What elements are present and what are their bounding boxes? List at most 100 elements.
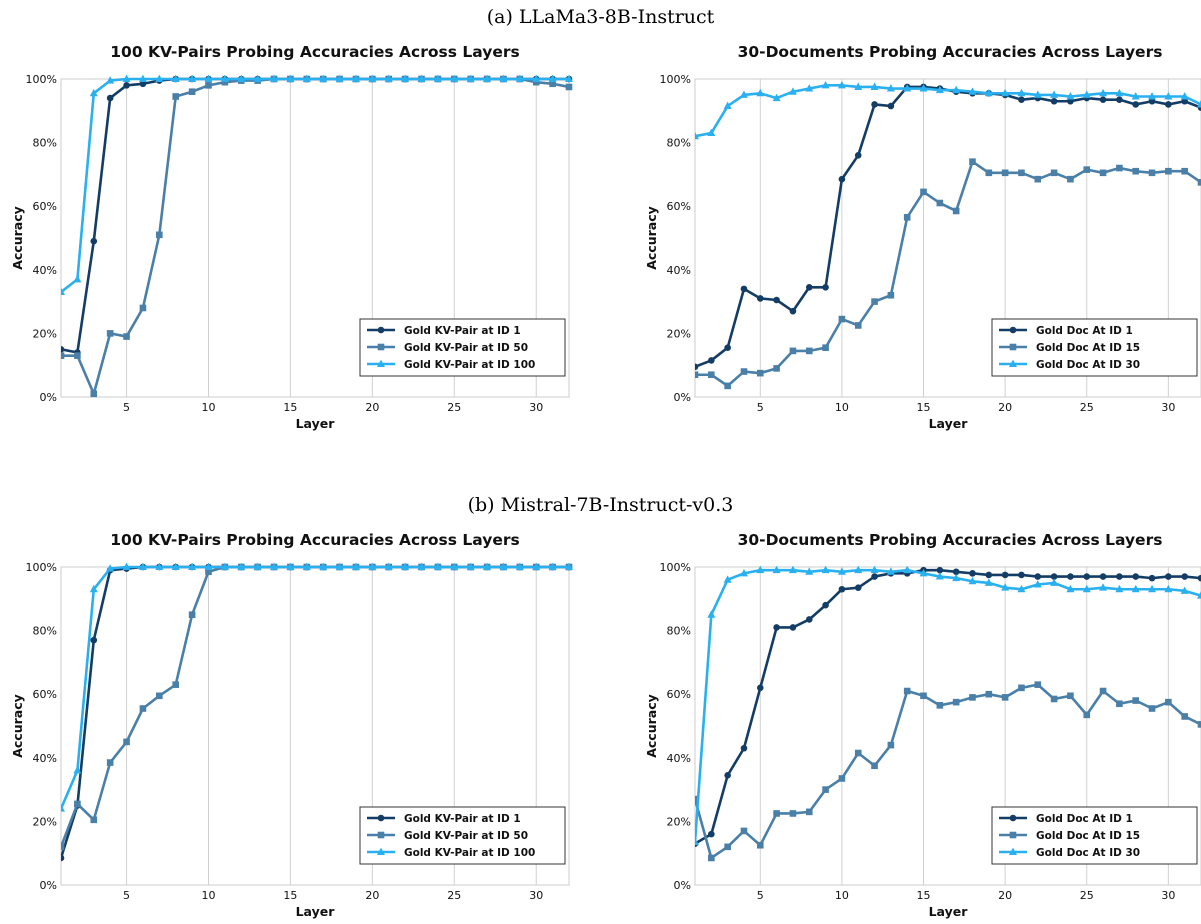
data-point	[985, 571, 993, 579]
chart-3: 5 10 15 20 25 30 0% 20% 40% 60% 80% 100% 100 KV-Pair…	[10, 531, 573, 919]
series-line-3	[61, 77, 569, 294]
data-point	[1067, 175, 1074, 183]
data-point	[204, 562, 213, 570]
data-point	[1083, 166, 1091, 173]
data-point	[1099, 88, 1108, 97]
data-point	[854, 152, 862, 159]
data-point	[1034, 573, 1042, 580]
legend-label: Gold Doc At ID 1	[1036, 325, 1133, 337]
data-point	[1132, 697, 1140, 704]
x-axis-label: Layer	[929, 416, 969, 431]
chart-4: 5 10 15 20 25 30 0% 20% 40% 60% 80% 100% 30-Document…	[644, 531, 1201, 919]
data-point	[384, 74, 393, 82]
y-tick-label: 0%	[674, 879, 691, 892]
x-tick-label: 15	[283, 889, 297, 902]
legend-marker	[1009, 847, 1017, 855]
data-point	[499, 74, 508, 82]
data-point	[188, 88, 196, 96]
data-point	[1082, 90, 1091, 98]
y-tick-label: 40%	[667, 264, 691, 277]
data-point	[985, 169, 993, 177]
data-point	[253, 74, 262, 82]
x-tick-label: 10	[835, 401, 849, 414]
data-point	[172, 681, 180, 688]
legend: Gold Doc At ID 1 Gold Doc At ID 15 Gold Do…	[991, 806, 1198, 865]
x-tick-label: 15	[283, 401, 297, 414]
data-point	[156, 692, 163, 700]
chart-title: 100 KV-Pairs Probing Accuracies Across L…	[110, 531, 519, 549]
y-tick-label: 60%	[33, 688, 57, 701]
data-point	[515, 74, 524, 82]
chart-2: 5 10 15 20 25 30 0% 20% 40% 60% 80% 100% 30-Document…	[644, 43, 1201, 431]
data-point	[1131, 92, 1140, 100]
chart-title: 30-Documents Probing Accuracies Across L…	[738, 43, 1163, 61]
series-line-1	[695, 568, 1201, 845]
x-axis-label: Layer	[929, 904, 969, 919]
data-point	[805, 347, 813, 355]
legend-marker	[377, 814, 385, 822]
data-point	[854, 322, 862, 329]
data-point	[384, 562, 393, 570]
data-point	[368, 562, 377, 570]
y-tick-label: 40%	[33, 752, 57, 765]
x-tick-label: 20	[365, 889, 379, 902]
data-point	[1180, 586, 1189, 594]
y-tick-label: 100%	[660, 561, 691, 574]
data-point	[122, 562, 131, 570]
data-point	[286, 562, 295, 570]
data-point	[773, 296, 780, 304]
data-point	[1116, 164, 1123, 172]
plot-frame	[694, 566, 1201, 886]
y-tick-label: 80%	[667, 625, 691, 638]
data-point	[172, 93, 180, 100]
data-point	[935, 85, 944, 94]
group-title-b: (b) Mistral-7B-Instruct-v0.3	[467, 494, 734, 516]
data-point	[887, 102, 895, 110]
y-axis-label: Accuracy	[644, 206, 659, 270]
data-point	[1050, 573, 1058, 580]
data-point	[253, 562, 262, 570]
data-point	[1181, 713, 1188, 720]
data-point	[724, 382, 731, 390]
x-tick-label: 5	[123, 889, 130, 902]
y-tick-label: 60%	[33, 200, 57, 213]
data-point	[61, 287, 65, 296]
data-point	[1116, 96, 1123, 103]
data-point	[139, 304, 147, 312]
y-tick-label: 80%	[33, 137, 57, 150]
data-point	[171, 74, 180, 82]
data-point	[723, 101, 732, 110]
data-point	[838, 585, 846, 593]
legend-label: Gold KV-Pair at ID 1	[404, 813, 521, 825]
data-point	[984, 578, 993, 586]
data-point	[773, 810, 780, 817]
data-point	[887, 291, 895, 299]
data-point	[886, 567, 895, 575]
data-point	[205, 82, 212, 89]
data-point	[773, 365, 780, 372]
data-point	[789, 810, 797, 817]
data-point	[756, 565, 765, 574]
data-point	[401, 562, 410, 570]
data-point	[854, 82, 863, 90]
series-line-3	[61, 565, 569, 810]
data-point	[903, 214, 911, 221]
data-point	[106, 94, 114, 102]
data-point	[1001, 694, 1009, 701]
data-point	[1132, 167, 1140, 175]
x-tick-label: 15	[917, 889, 931, 902]
data-point	[61, 804, 65, 812]
data-point	[871, 762, 878, 770]
data-point	[789, 624, 797, 631]
data-point	[1018, 96, 1025, 103]
chart-1: 5 10 15 20 25 30 0% 20% 40% 60% 80% 100% 100 KV-Pair…	[10, 43, 573, 431]
data-point	[968, 576, 977, 585]
data-point	[695, 371, 699, 379]
data-point	[936, 199, 944, 207]
data-point	[221, 78, 229, 86]
data-point	[854, 749, 862, 757]
data-point	[1180, 92, 1189, 100]
data-point	[499, 562, 508, 570]
data-point	[985, 690, 993, 698]
